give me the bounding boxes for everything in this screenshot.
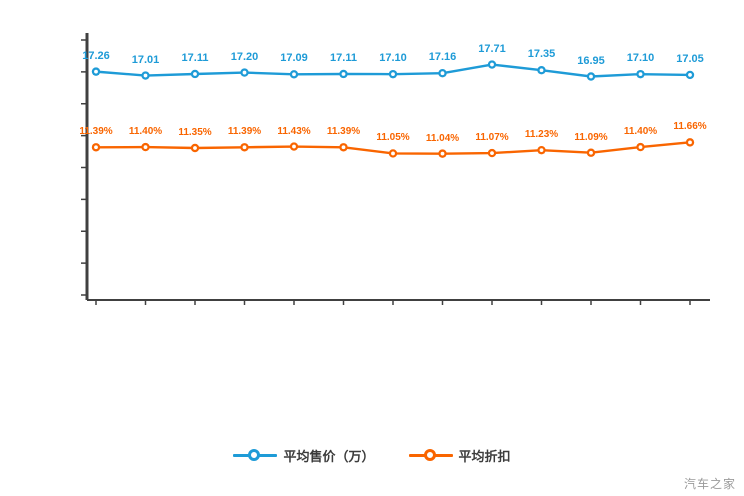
data-point-marker-core bbox=[292, 144, 296, 149]
data-point-marker-core bbox=[490, 151, 494, 155]
chart-axes bbox=[81, 33, 710, 305]
data-point-marker-core bbox=[242, 70, 247, 75]
watermark-autohome: 汽车之家 bbox=[683, 477, 736, 491]
data-point-marker-core bbox=[193, 72, 197, 76]
data-point-marker-core bbox=[193, 146, 197, 150]
data-point-marker-core bbox=[292, 72, 296, 77]
data-point-marker-core bbox=[688, 140, 692, 145]
data-points-average-price bbox=[91, 60, 695, 81]
data-point-marker-core bbox=[242, 145, 247, 150]
data-point-marker-core bbox=[94, 145, 98, 150]
y-axis-ticks bbox=[81, 39, 87, 296]
data-point-marker-core bbox=[391, 72, 395, 77]
data-point-marker-core bbox=[638, 145, 643, 149]
legend-marker-blue-icon bbox=[233, 448, 278, 462]
data-point-marker-core bbox=[440, 151, 445, 156]
data-point-marker-core bbox=[589, 150, 593, 155]
legend-item-average-price[interactable]: 平均售价（万） bbox=[233, 446, 375, 465]
data-point-marker-core bbox=[341, 145, 346, 150]
data-point-marker-core bbox=[341, 72, 346, 76]
data-points-average-discount bbox=[91, 138, 695, 158]
data-point-marker-core bbox=[589, 74, 593, 79]
series-group bbox=[91, 60, 695, 158]
data-point-marker-core bbox=[490, 62, 494, 67]
data-point-marker-core bbox=[638, 72, 643, 77]
x-axis-ticks bbox=[95, 300, 691, 305]
legend-label-average-price: 平均售价（万） bbox=[283, 448, 375, 464]
chart-legend: 平均售价（万） 平均折扣 bbox=[0, 442, 744, 468]
legend-item-average-discount[interactable]: 平均折扣 bbox=[408, 446, 511, 465]
data-point-marker-core bbox=[391, 151, 395, 156]
data-point-marker-core bbox=[143, 145, 148, 149]
data-point-marker-core bbox=[539, 148, 544, 153]
data-point-marker-core bbox=[143, 73, 148, 78]
legend-marker-orange-icon bbox=[408, 448, 453, 462]
data-point-marker-core bbox=[440, 71, 445, 76]
data-point-marker-core bbox=[688, 73, 692, 77]
data-point-marker-core bbox=[94, 69, 98, 74]
legend-label-average-discount: 平均折扣 bbox=[458, 448, 511, 464]
data-point-marker-core bbox=[539, 68, 544, 73]
